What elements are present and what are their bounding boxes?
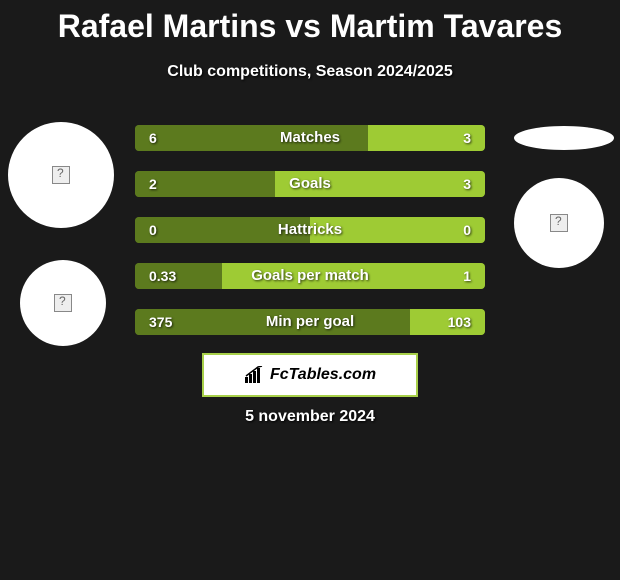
stat-row: 0 0 Hattricks (135, 217, 485, 243)
stat-value-left: 0 (149, 217, 157, 243)
comparison-title: Rafael Martins vs Martim Tavares (0, 0, 620, 45)
stat-label: Matches (280, 125, 340, 151)
stat-value-right: 103 (448, 309, 471, 335)
player2-avatar-round (514, 178, 604, 268)
broken-image-icon (54, 294, 72, 312)
player2-avatar-oval (514, 126, 614, 150)
stat-row: 0.33 1 Goals per match (135, 263, 485, 289)
stat-label: Goals per match (251, 263, 369, 289)
stat-row: 375 103 Min per goal (135, 309, 485, 335)
fctables-logo[interactable]: FcTables.com (202, 353, 418, 397)
player1-avatar-small (20, 260, 106, 346)
stat-value-right: 3 (463, 125, 471, 151)
player2-name: Martim Tavares (330, 8, 562, 44)
subtitle: Club competitions, Season 2024/2025 (0, 63, 620, 81)
stat-value-right: 1 (463, 263, 471, 289)
logo-text: FcTables.com (270, 366, 376, 384)
stat-label: Goals (289, 171, 331, 197)
stat-label: Min per goal (266, 309, 354, 335)
broken-image-icon (52, 166, 70, 184)
player1-avatar-large (8, 122, 114, 228)
player1-name: Rafael Martins (58, 8, 277, 44)
stat-value-left: 375 (149, 309, 172, 335)
stat-row: 6 3 Matches (135, 125, 485, 151)
vs-label: vs (285, 8, 321, 44)
stat-value-right: 3 (463, 171, 471, 197)
bar-chart-icon (244, 366, 266, 384)
broken-image-icon (550, 214, 568, 232)
stat-value-left: 0.33 (149, 263, 176, 289)
stat-label: Hattricks (278, 217, 342, 243)
stat-value-left: 6 (149, 125, 157, 151)
stat-value-left: 2 (149, 171, 157, 197)
stat-value-right: 0 (463, 217, 471, 243)
snapshot-date: 5 november 2024 (0, 408, 620, 426)
stat-row: 2 3 Goals (135, 171, 485, 197)
stats-container: 6 3 Matches 2 3 Goals 0 0 Hattricks 0.33 1 Goals pe… (135, 125, 485, 355)
